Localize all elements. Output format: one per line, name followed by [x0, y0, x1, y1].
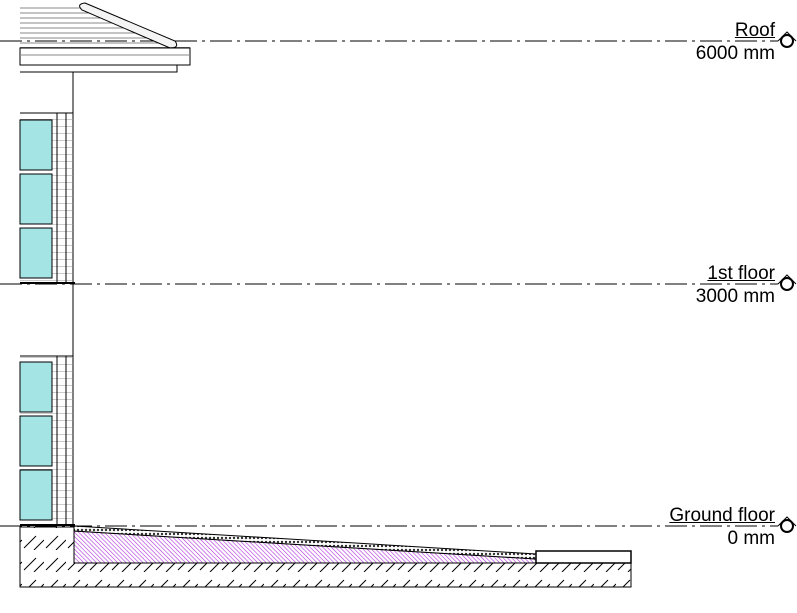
level-elevation-roof: 6000 mm	[695, 43, 775, 64]
level-marker-icon	[777, 274, 797, 291]
roof	[19, 2, 191, 526]
level-name-1st-floor: 1st floor	[707, 263, 775, 284]
window-pane	[19, 227, 53, 279]
level-name-ground-floor: Ground floor	[669, 505, 775, 526]
window-pane	[19, 173, 53, 225]
ground	[19, 525, 632, 588]
window-pane	[19, 119, 53, 171]
window-pane	[19, 469, 53, 521]
level-name-roof: Roof	[734, 20, 775, 41]
level-marker-icon	[777, 516, 797, 533]
slab	[535, 550, 632, 564]
level-elevation-1st-floor: 3000 mm	[695, 286, 775, 307]
window-pane	[19, 361, 53, 413]
level-markers	[777, 31, 797, 533]
level-elevation-ground-floor: 0 mm	[727, 528, 776, 549]
windows	[19, 112, 75, 526]
level-lines	[0, 40, 778, 527]
window-pane	[19, 415, 53, 467]
level-marker-icon	[777, 31, 797, 48]
